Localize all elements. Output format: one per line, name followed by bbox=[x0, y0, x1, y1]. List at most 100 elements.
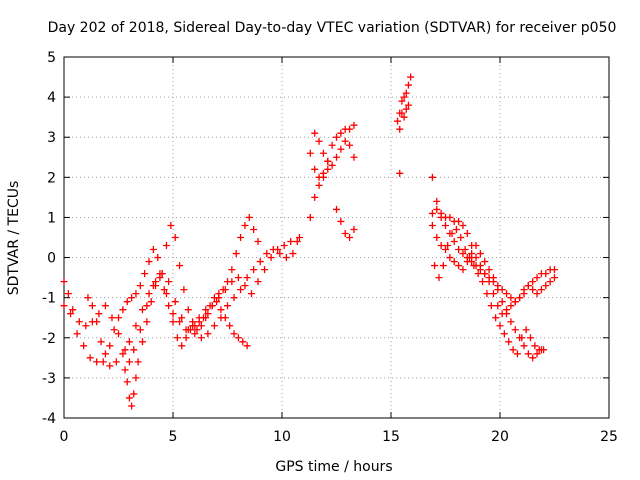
data-point bbox=[428, 221, 436, 229]
data-point bbox=[208, 302, 216, 310]
data-point bbox=[433, 205, 441, 213]
data-point bbox=[306, 213, 314, 221]
x-tick-label: 20 bbox=[491, 429, 509, 445]
data-point bbox=[197, 322, 205, 330]
data-point bbox=[455, 246, 463, 254]
data-point bbox=[463, 229, 471, 237]
data-point bbox=[341, 229, 349, 237]
series-13 bbox=[428, 205, 558, 318]
data-point bbox=[261, 266, 269, 274]
data-point bbox=[479, 278, 487, 286]
data-point bbox=[437, 242, 445, 250]
data-point bbox=[189, 318, 197, 326]
data-point bbox=[69, 306, 77, 314]
data-point bbox=[210, 294, 218, 302]
data-point bbox=[162, 242, 170, 250]
data-point bbox=[128, 402, 136, 410]
data-point bbox=[241, 282, 249, 290]
data-point bbox=[197, 334, 205, 342]
y-tick-label: 1 bbox=[47, 210, 56, 226]
data-point bbox=[450, 238, 458, 246]
data-point bbox=[143, 318, 151, 326]
series-8 bbox=[333, 205, 358, 241]
data-point bbox=[435, 274, 443, 282]
data-point bbox=[483, 290, 491, 298]
data-point bbox=[152, 282, 160, 290]
y-tick-label: 3 bbox=[47, 130, 56, 146]
data-point bbox=[121, 346, 129, 354]
data-point bbox=[165, 302, 173, 310]
data-point bbox=[80, 342, 88, 350]
data-point bbox=[121, 366, 129, 374]
data-point bbox=[407, 73, 415, 81]
data-point bbox=[324, 165, 332, 173]
data-point bbox=[232, 250, 240, 258]
data-point bbox=[328, 141, 336, 149]
data-point bbox=[97, 338, 105, 346]
data-point bbox=[533, 274, 541, 282]
data-point bbox=[465, 254, 473, 262]
data-point bbox=[446, 254, 454, 262]
data-point bbox=[60, 278, 68, 286]
data-point bbox=[448, 229, 456, 237]
data-point bbox=[402, 89, 410, 97]
data-point bbox=[520, 342, 528, 350]
data-point bbox=[398, 97, 406, 105]
data-point bbox=[507, 302, 515, 310]
data-point bbox=[256, 258, 264, 266]
series-14 bbox=[428, 221, 545, 362]
data-point bbox=[468, 250, 476, 258]
data-point bbox=[138, 306, 146, 314]
data-point bbox=[328, 161, 336, 169]
data-point bbox=[230, 330, 238, 338]
data-point bbox=[60, 302, 68, 310]
data-point bbox=[542, 270, 550, 278]
data-point bbox=[289, 250, 297, 258]
data-point bbox=[337, 217, 345, 225]
data-point bbox=[154, 254, 162, 262]
data-point bbox=[99, 358, 107, 366]
axes: 0 5 10 15 20 25 -4 -3 -2 -1 0 1 2 3 4 5 bbox=[42, 50, 618, 445]
data-point bbox=[106, 362, 114, 370]
data-point bbox=[516, 294, 524, 302]
data-point bbox=[136, 282, 144, 290]
data-point bbox=[350, 153, 358, 161]
x-axis-label: GPS time / hours bbox=[275, 459, 392, 475]
data-point bbox=[463, 258, 471, 266]
data-point bbox=[115, 330, 122, 338]
data-point bbox=[459, 266, 467, 274]
data-point bbox=[158, 270, 166, 278]
data-point bbox=[130, 346, 138, 354]
data-point bbox=[239, 338, 247, 346]
data-point bbox=[474, 270, 482, 278]
chart-title: Day 202 of 2018, Sidereal Day-to-day VTE… bbox=[48, 20, 617, 36]
data-point bbox=[400, 93, 408, 101]
data-point bbox=[540, 346, 548, 354]
data-point bbox=[457, 234, 465, 241]
y-tick-label: 2 bbox=[47, 170, 56, 186]
data-point bbox=[226, 322, 234, 330]
data-point bbox=[324, 157, 332, 165]
data-point bbox=[241, 221, 249, 229]
data-point bbox=[64, 290, 72, 298]
data-point bbox=[496, 322, 504, 330]
series-7 bbox=[306, 165, 332, 221]
data-point bbox=[503, 290, 511, 298]
data-point bbox=[176, 318, 184, 326]
data-point bbox=[143, 302, 151, 310]
y-tick-label: -2 bbox=[42, 331, 56, 347]
data-point bbox=[511, 298, 519, 306]
plot-frame bbox=[63, 56, 610, 419]
data-point bbox=[531, 342, 539, 350]
y-tick-label: 0 bbox=[47, 251, 56, 267]
data-point bbox=[513, 350, 521, 358]
data-point bbox=[149, 246, 157, 254]
data-point bbox=[476, 250, 484, 258]
data-point bbox=[315, 181, 323, 189]
data-point bbox=[494, 286, 502, 294]
data-point bbox=[234, 334, 242, 342]
data-point bbox=[503, 310, 511, 318]
data-point bbox=[524, 350, 532, 358]
data-point bbox=[518, 334, 526, 342]
data-point bbox=[485, 266, 493, 274]
